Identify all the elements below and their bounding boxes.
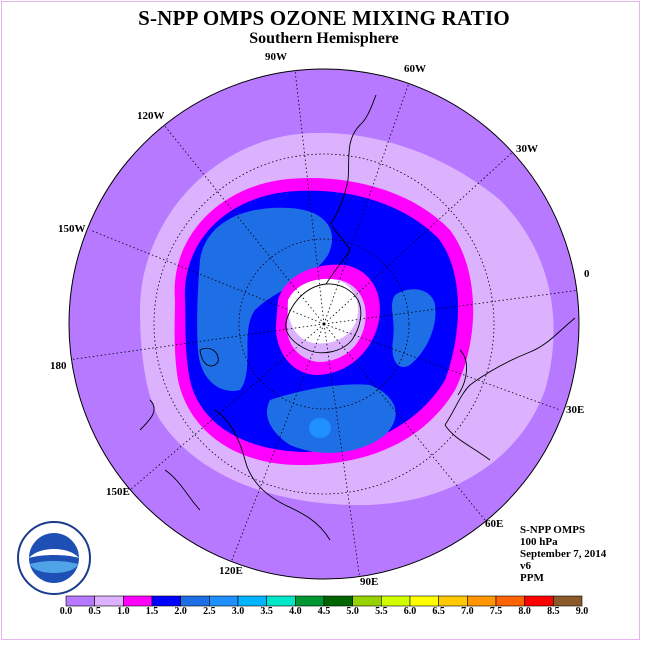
map-frame bbox=[1, 1, 640, 640]
colorbar-tick-label: 0.0 bbox=[59, 606, 73, 617]
colorbar-tick-label: 3.0 bbox=[231, 606, 245, 617]
logo-bird bbox=[29, 549, 79, 558]
colorbar-tick-label: 2.0 bbox=[174, 606, 187, 617]
colorbar-swatches bbox=[65, 595, 583, 607]
colorbar-swatch bbox=[151, 595, 181, 607]
colorbar-tick-label: 6.0 bbox=[403, 606, 417, 617]
map-boundary bbox=[68, 68, 580, 580]
noaa-logo bbox=[17, 521, 91, 595]
colorbar-tick-label: 8.0 bbox=[518, 606, 531, 617]
info-instrument: S-NPP OMPS bbox=[520, 524, 586, 536]
lon-label-150w: 150W bbox=[58, 223, 86, 235]
colorbar-tick-label: 8.5 bbox=[547, 606, 560, 617]
logo-inner-disc bbox=[29, 533, 79, 583]
colorbar-swatch bbox=[237, 595, 267, 607]
lon-label-90e: 90E bbox=[360, 576, 379, 588]
colorbar-swatch bbox=[295, 595, 325, 607]
lon-label-60e: 60E bbox=[485, 518, 504, 530]
colorbar-tick-label: 1.5 bbox=[145, 606, 159, 617]
lon-label-60w: 60W bbox=[404, 63, 426, 75]
colorbar-tick-label: 2.5 bbox=[203, 606, 216, 617]
colorbar-swatch bbox=[381, 595, 411, 607]
lon-label-120e: 120E bbox=[219, 565, 243, 577]
contour-2-5-ppm bbox=[309, 418, 331, 438]
colorbar-tick-label: 9.0 bbox=[575, 606, 589, 617]
colorbar-swatch bbox=[180, 595, 210, 607]
colorbar-tick-label: 4.5 bbox=[317, 606, 331, 617]
colorbar-tick-label: 0.5 bbox=[88, 606, 101, 617]
colorbar-tick-label: 4.0 bbox=[289, 606, 302, 617]
coastlines bbox=[139, 94, 576, 541]
contour-2-0-ppm-east bbox=[392, 289, 436, 368]
colorbar-swatch bbox=[524, 595, 554, 607]
lon-label-30e: 30E bbox=[566, 404, 585, 416]
info-date: September 7, 2014 bbox=[520, 548, 607, 560]
info-units: PPM bbox=[520, 572, 544, 584]
graticule bbox=[69, 69, 579, 579]
contour-2-0-ppm-south bbox=[266, 384, 396, 453]
lon-label-120w: 120W bbox=[137, 110, 165, 122]
lon-label-180: 180 bbox=[50, 360, 67, 372]
colorbar-swatch bbox=[409, 595, 439, 607]
colorbar-swatch bbox=[94, 595, 124, 607]
colorbar-swatch bbox=[438, 595, 468, 607]
colorbar-tick-label: 1.0 bbox=[117, 606, 130, 617]
contour-2-0-ppm-west bbox=[197, 207, 333, 391]
lon-label-90w: 90W bbox=[265, 51, 287, 63]
map-subtitle: Southern Hemisphere bbox=[249, 30, 399, 47]
colorbar-tick-label: 3.5 bbox=[260, 606, 273, 617]
info-version: v6 bbox=[520, 560, 531, 572]
colorbar-tick-label: 5.5 bbox=[375, 606, 388, 617]
info-level: 100 hPa bbox=[520, 536, 558, 548]
colorbar-swatch bbox=[352, 595, 382, 607]
lon-label-150e: 150E bbox=[106, 486, 130, 498]
lon-label-30w: 30W bbox=[516, 143, 538, 155]
colorbar-tick-label: 7.0 bbox=[461, 606, 474, 617]
colorbar-swatch bbox=[553, 595, 583, 607]
colorbar-swatch bbox=[209, 595, 239, 607]
colorbar-swatch bbox=[123, 595, 153, 607]
map-title: S-NPP OMPS OZONE MIXING RATIO bbox=[138, 6, 510, 30]
polar-no-data bbox=[287, 278, 359, 344]
colorbar-swatch bbox=[266, 595, 296, 607]
lon-label-0: 0 bbox=[584, 268, 590, 280]
colorbar-swatch bbox=[467, 595, 497, 607]
product-info: S-NPP OMPS 100 hPa September 7, 2014 v6 … bbox=[520, 524, 606, 584]
pole-marker bbox=[322, 322, 326, 326]
colorbar-tick-label: 7.5 bbox=[489, 606, 503, 617]
logo-lower-wave bbox=[30, 561, 78, 573]
colorbar-tick-label: 6.5 bbox=[432, 606, 445, 617]
colorbar-swatch bbox=[65, 595, 95, 607]
colorbar-tick-label: 5.0 bbox=[346, 606, 359, 617]
colorbar-swatch bbox=[323, 595, 353, 607]
colorbar-swatch bbox=[495, 595, 525, 607]
